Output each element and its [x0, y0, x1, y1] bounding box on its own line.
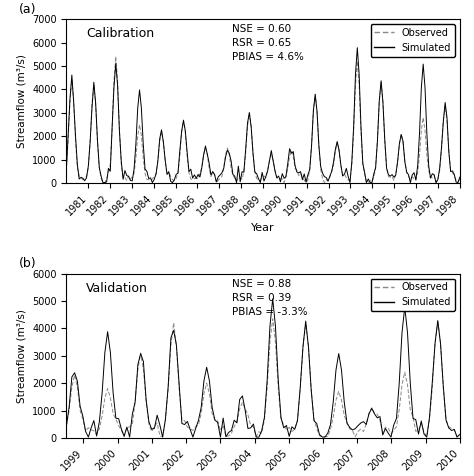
Y-axis label: Streamflow (m³/s): Streamflow (m³/s) [17, 309, 27, 403]
Text: NSE = 0.88
RSR = 0.39
PBIAS = -3.3%: NSE = 0.88 RSR = 0.39 PBIAS = -3.3% [232, 278, 307, 317]
Y-axis label: Streamflow (m³/s): Streamflow (m³/s) [17, 54, 27, 148]
Legend: Observed, Simulated: Observed, Simulated [371, 278, 455, 311]
Text: Calibration: Calibration [86, 27, 154, 40]
Text: (b): (b) [19, 258, 37, 270]
X-axis label: Year: Year [251, 223, 275, 233]
Text: Validation: Validation [86, 282, 148, 295]
Text: NSE = 0.60
RSR = 0.65
PBIAS = 4.6%: NSE = 0.60 RSR = 0.65 PBIAS = 4.6% [232, 24, 303, 62]
Text: (a): (a) [19, 3, 36, 16]
Legend: Observed, Simulated: Observed, Simulated [371, 24, 455, 57]
